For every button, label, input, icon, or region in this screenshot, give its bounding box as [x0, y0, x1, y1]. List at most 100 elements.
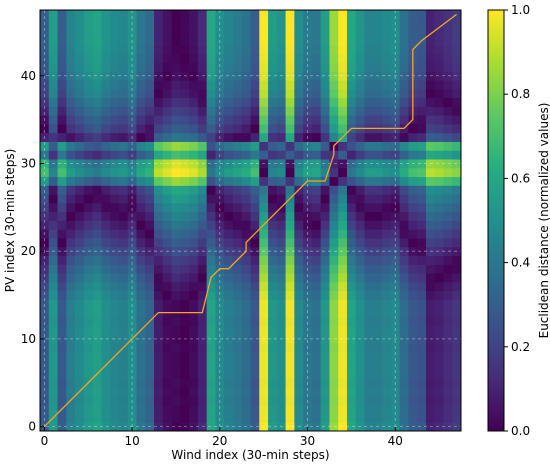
heatmap-cell — [276, 334, 286, 344]
heatmap-cell — [408, 176, 418, 186]
heatmap-cell — [303, 264, 313, 274]
heatmap-cell — [355, 53, 365, 64]
heatmap-cell — [197, 141, 208, 151]
heatmap-cell — [285, 378, 295, 388]
heatmap-cell — [338, 299, 348, 309]
heatmap-cell — [268, 413, 278, 423]
heatmap-cell — [294, 334, 304, 344]
heatmap-cell — [145, 194, 155, 204]
heatmap-cell — [40, 62, 50, 72]
heatmap-cell — [390, 220, 400, 230]
heatmap-cell — [180, 413, 190, 423]
heatmap-cell — [268, 88, 278, 99]
heatmap-cell — [48, 211, 58, 221]
heatmap-cell — [92, 185, 102, 195]
heatmap-cell — [346, 369, 357, 379]
heatmap-cell — [154, 36, 164, 46]
heatmap-cell — [66, 229, 76, 239]
heatmap-cell — [382, 150, 392, 160]
heatmap-cell — [101, 238, 111, 248]
heatmap-cell — [206, 395, 216, 406]
heatmap-cell — [197, 387, 208, 397]
heatmap-cell — [206, 299, 216, 309]
heatmap-cell — [285, 18, 295, 28]
heatmap-cell — [408, 159, 418, 169]
heatmap-cell — [66, 413, 76, 423]
heatmap-cell — [276, 36, 286, 46]
heatmap-cell — [250, 10, 260, 20]
heatmap-cell — [101, 325, 111, 335]
heatmap-cell — [425, 185, 436, 195]
heatmap-cell — [294, 194, 304, 204]
heatmap-cell — [75, 334, 85, 344]
heatmap-cell — [303, 10, 313, 20]
heatmap-cell — [399, 27, 409, 37]
heatmap-cell — [276, 45, 286, 55]
heatmap-cell — [224, 360, 234, 370]
heatmap-cell — [390, 378, 400, 388]
heatmap-cell — [162, 124, 172, 134]
heatmap-cell — [189, 124, 199, 134]
heatmap-cell — [285, 360, 295, 370]
heatmap-cell — [66, 176, 76, 186]
heatmap-cell — [92, 255, 102, 265]
heatmap-cell — [285, 211, 295, 221]
heatmap-cell — [294, 369, 304, 379]
heatmap-cell — [329, 71, 339, 81]
heatmap-cell — [285, 124, 295, 134]
heatmap-cell — [259, 395, 269, 406]
heatmap-cell — [268, 202, 278, 213]
heatmap-cell — [127, 53, 137, 64]
heatmap-cell — [224, 325, 234, 335]
heatmap-cell — [390, 273, 400, 283]
heatmap-cell — [171, 281, 181, 292]
heatmap-cell — [232, 62, 243, 72]
heatmap-cell — [311, 10, 322, 20]
heatmap-cell — [338, 167, 348, 178]
heatmap-cell — [443, 246, 453, 256]
heatmap-cell — [399, 229, 409, 239]
heatmap-cell — [452, 378, 462, 388]
heatmap-cell — [329, 378, 339, 388]
heatmap-cell — [171, 316, 181, 327]
heatmap-cell — [48, 53, 58, 64]
heatmap-cell — [338, 316, 348, 327]
heatmap-cell — [57, 369, 67, 379]
heatmap-cell — [250, 308, 260, 318]
heatmap-cell — [197, 422, 208, 432]
colorbar-tick-label: 0.6 — [511, 171, 530, 185]
heatmap-cell — [390, 18, 400, 28]
heatmap-cell — [162, 290, 172, 300]
heatmap-cell — [232, 299, 243, 309]
heatmap-cell — [57, 18, 67, 28]
heatmap-cell — [355, 334, 365, 344]
heatmap-cell — [232, 308, 243, 318]
heatmap-cell — [373, 299, 383, 309]
heatmap-cell — [171, 176, 181, 186]
heatmap-cell — [232, 343, 243, 353]
heatmap-cell — [241, 88, 251, 99]
heatmap-cell — [118, 80, 129, 90]
heatmap-cell — [425, 202, 436, 213]
heatmap-cell — [452, 264, 462, 274]
heatmap-cell — [382, 141, 392, 151]
heatmap-cell — [92, 343, 102, 353]
heatmap-cell — [215, 395, 225, 406]
heatmap-cell — [83, 334, 94, 344]
heatmap-cell — [425, 132, 436, 142]
heatmap-cell — [75, 404, 85, 414]
heatmap-cell — [154, 422, 164, 432]
heatmap-cell — [382, 159, 392, 169]
heatmap-cell — [452, 369, 462, 379]
heatmap-cell — [154, 80, 164, 90]
heatmap-cell — [162, 264, 172, 274]
heatmap-cell — [171, 273, 181, 283]
heatmap-cell — [250, 97, 260, 107]
heatmap-cell — [285, 334, 295, 344]
heatmap-cell — [83, 387, 94, 397]
heatmap-cell — [66, 141, 76, 151]
heatmap-cell — [452, 176, 462, 186]
heatmap-cell — [110, 176, 120, 186]
heatmap-cell — [57, 308, 67, 318]
heatmap-cell — [399, 159, 409, 169]
